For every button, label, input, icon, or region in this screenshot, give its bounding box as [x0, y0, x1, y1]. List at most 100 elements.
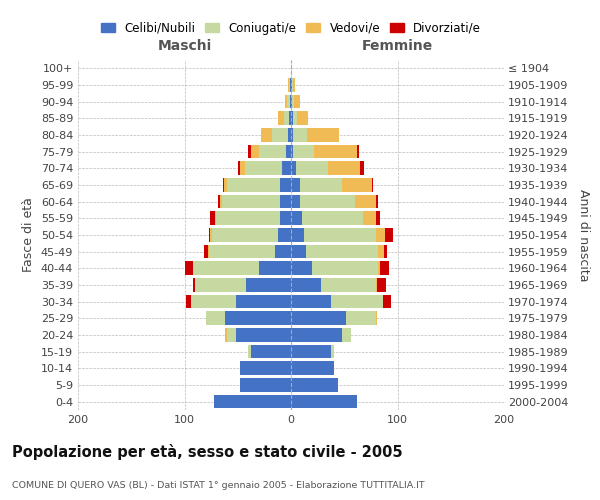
Bar: [291, 395, 357, 408]
Bar: [383, 245, 387, 258]
Bar: [364, 212, 376, 225]
Bar: [293, 78, 295, 92]
Bar: [246, 278, 291, 292]
Bar: [293, 112, 298, 125]
Bar: [385, 228, 393, 242]
Bar: [210, 212, 215, 225]
Bar: [298, 112, 308, 125]
Bar: [290, 78, 291, 92]
Bar: [278, 112, 284, 125]
Bar: [380, 262, 389, 275]
Bar: [291, 245, 306, 258]
Bar: [193, 262, 259, 275]
Legend: Celibi/Nubili, Coniugati/e, Vedovi/e, Divorziati/e: Celibi/Nubili, Coniugati/e, Vedovi/e, Di…: [96, 17, 486, 40]
Bar: [208, 245, 209, 258]
Bar: [293, 145, 314, 158]
Bar: [203, 245, 208, 258]
Bar: [292, 95, 294, 108]
Bar: [280, 195, 291, 208]
Bar: [376, 195, 379, 208]
Bar: [291, 162, 296, 175]
Bar: [291, 78, 292, 92]
Bar: [287, 95, 290, 108]
Bar: [227, 178, 280, 192]
Bar: [225, 328, 227, 342]
Bar: [376, 228, 385, 242]
Bar: [289, 78, 290, 92]
Bar: [286, 145, 291, 158]
Bar: [259, 262, 291, 275]
Text: Femmine: Femmine: [362, 40, 433, 54]
Bar: [227, 328, 236, 342]
Bar: [251, 145, 259, 158]
Bar: [291, 112, 293, 125]
Y-axis label: Fasce di età: Fasce di età: [22, 198, 35, 272]
Bar: [291, 278, 321, 292]
Bar: [307, 128, 339, 142]
Bar: [191, 295, 236, 308]
Bar: [259, 145, 286, 158]
Bar: [291, 312, 346, 325]
Bar: [304, 228, 376, 242]
Bar: [185, 262, 193, 275]
Bar: [379, 262, 380, 275]
Bar: [236, 295, 291, 308]
Bar: [261, 128, 272, 142]
Y-axis label: Anni di nascita: Anni di nascita: [577, 188, 590, 281]
Bar: [215, 212, 217, 225]
Bar: [291, 228, 304, 242]
Bar: [248, 345, 251, 358]
Bar: [218, 195, 220, 208]
Bar: [290, 95, 291, 108]
Bar: [357, 145, 359, 158]
Bar: [313, 262, 379, 275]
Bar: [195, 278, 246, 292]
Bar: [296, 162, 328, 175]
Bar: [306, 245, 379, 258]
Bar: [379, 245, 383, 258]
Bar: [331, 295, 383, 308]
Bar: [245, 162, 283, 175]
Bar: [299, 195, 355, 208]
Bar: [275, 245, 291, 258]
Bar: [217, 212, 280, 225]
Bar: [280, 212, 291, 225]
Bar: [220, 195, 222, 208]
Bar: [223, 178, 224, 192]
Bar: [355, 195, 376, 208]
Bar: [302, 212, 364, 225]
Bar: [288, 128, 291, 142]
Bar: [206, 312, 225, 325]
Bar: [331, 345, 334, 358]
Bar: [214, 395, 291, 408]
Bar: [291, 328, 342, 342]
Bar: [236, 328, 291, 342]
Bar: [294, 95, 299, 108]
Text: COMUNE DI QUERO VAS (BL) - Dati ISTAT 1° gennaio 2005 - Elaborazione TUTTITALIA.: COMUNE DI QUERO VAS (BL) - Dati ISTAT 1°…: [12, 480, 425, 490]
Bar: [291, 295, 331, 308]
Bar: [225, 312, 291, 325]
Bar: [346, 312, 376, 325]
Bar: [185, 295, 191, 308]
Bar: [291, 212, 302, 225]
Bar: [342, 328, 350, 342]
Bar: [284, 95, 287, 108]
Bar: [210, 228, 212, 242]
Bar: [293, 128, 307, 142]
Bar: [240, 362, 291, 375]
Bar: [377, 278, 386, 292]
Bar: [291, 95, 292, 108]
Bar: [283, 162, 291, 175]
Bar: [376, 212, 380, 225]
Bar: [289, 112, 291, 125]
Bar: [376, 278, 377, 292]
Bar: [272, 128, 288, 142]
Bar: [291, 262, 313, 275]
Text: Popolazione per età, sesso e stato civile - 2005: Popolazione per età, sesso e stato civil…: [12, 444, 403, 460]
Bar: [240, 162, 245, 175]
Bar: [372, 178, 373, 192]
Bar: [224, 178, 227, 192]
Bar: [292, 78, 293, 92]
Bar: [209, 245, 275, 258]
Bar: [291, 178, 299, 192]
